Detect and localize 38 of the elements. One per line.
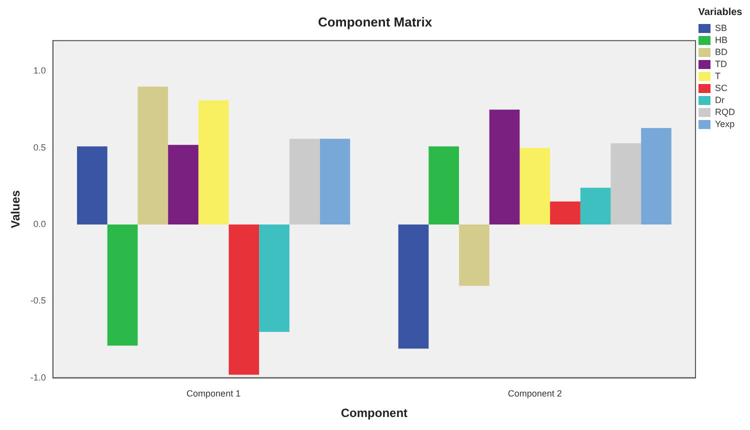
bar [77,146,108,225]
bar [198,100,229,225]
bar [550,202,580,225]
y-tick-label: -1.0 [30,372,46,382]
bar [398,224,429,349]
bar [228,224,260,375]
bar [107,224,138,346]
legend-label: SB [715,22,728,33]
y-tick-label: -0.5 [30,296,46,306]
bar [138,86,168,225]
bar [641,128,672,225]
y-axis-title: Values [8,190,23,228]
legend-label: BD [715,46,728,57]
bar [428,146,459,225]
bar [520,148,550,225]
x-axis-title: Component [340,406,408,420]
legend-label: HB [715,34,728,45]
bar [610,143,642,225]
y-tick-label: 1.0 [33,66,46,76]
legend-label: RQD [715,106,736,117]
x-tick-label: Component 2 [508,388,562,399]
y-tick-label: 0.5 [33,142,46,152]
legend-label: SC [715,82,728,93]
bar [458,224,490,286]
legend-title: Variables [698,6,743,18]
y-tick-label: 0.0 [33,219,46,230]
x-tick-label: Component 1 [186,388,241,399]
bar [289,138,320,225]
legend-label: Yexp [715,118,735,129]
bar [168,144,198,225]
bar [259,224,290,332]
bar [320,138,350,225]
legend-label: Dr [715,94,724,105]
chart-title: Component Matrix [318,14,433,30]
bar [489,110,520,225]
bar [580,188,611,225]
legend-label: T [715,70,721,81]
legend-label: TD [715,58,728,69]
